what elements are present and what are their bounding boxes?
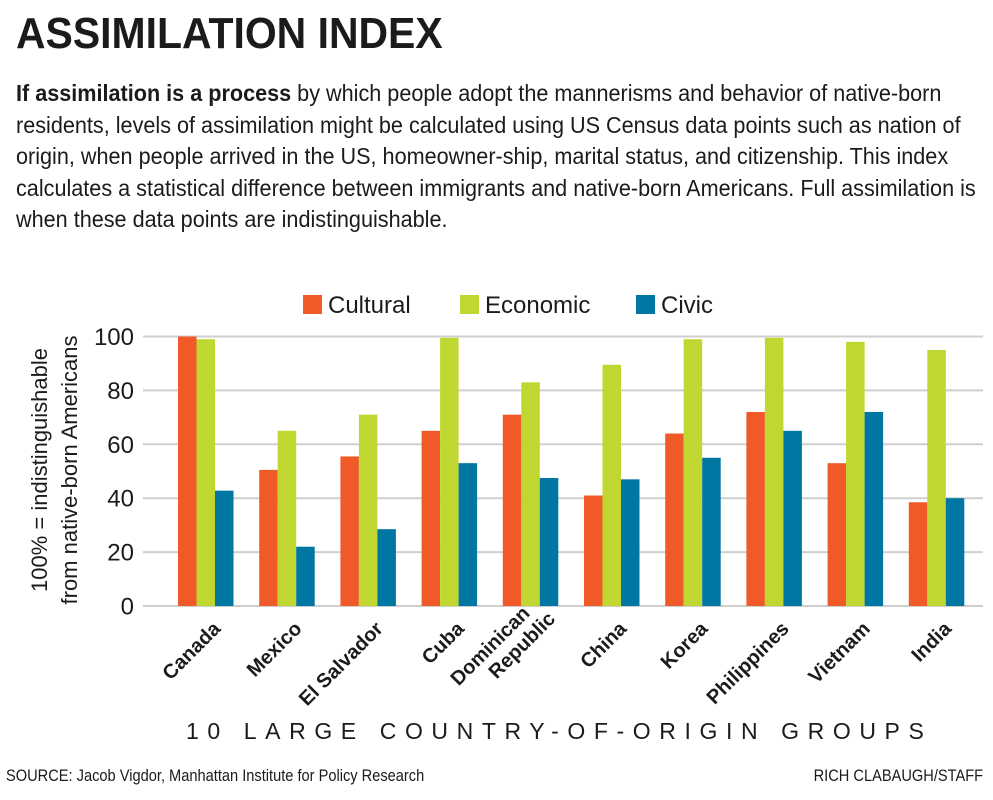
x-tick-label: Philippines	[703, 618, 794, 709]
x-tick-text: Mexico	[243, 618, 307, 682]
bar-economic-mexico	[277, 430, 297, 606]
bar-civic-china	[621, 479, 640, 606]
bar-civic-el-salvador	[377, 529, 396, 606]
bar-economic-el-salvador	[358, 414, 378, 606]
x-tick-text: Vietnam	[804, 618, 874, 688]
intro-body: by which people adopt the mannerisms and…	[16, 80, 976, 232]
bar-cultural-canada	[178, 336, 197, 606]
bar-cultural-el-salvador	[340, 456, 359, 606]
x-tick-text: India	[907, 617, 956, 666]
intro-paragraph: If assimilation is a process by which pe…	[16, 78, 991, 236]
legend-swatch	[636, 295, 655, 314]
legend-item-cultural: Cultural	[303, 292, 411, 319]
y-tick-label: 40	[107, 486, 134, 513]
legend-swatch	[303, 295, 322, 314]
legend-label: Cultural	[328, 292, 411, 319]
bar-cultural-philippines	[746, 411, 765, 606]
legend: Cultural Economic Civic	[303, 292, 713, 319]
x-axis-label: 10 LARGE COUNTRY-OF-ORIGIN GROUPS	[186, 718, 933, 744]
x-tick-label: India	[907, 617, 956, 666]
x-tick-text: China	[576, 617, 631, 672]
y-axis-label-line: 100% = indistinguishable	[27, 348, 52, 592]
bars	[178, 336, 965, 606]
bar-cultural-dominican-republic	[502, 414, 522, 606]
legend-swatch	[460, 295, 479, 314]
bar-civic-india	[945, 498, 965, 606]
legend-item-civic: Civic	[636, 292, 713, 319]
y-tick-label: 100	[94, 324, 134, 351]
x-tick-text: El Salvador	[295, 618, 388, 711]
legend-label: Civic	[661, 292, 713, 319]
bar-cultural-cuba	[421, 430, 441, 606]
y-axis-label: 100% = indistinguishable from native-born…	[27, 336, 82, 605]
artist-credit: RICH CLABAUGH/STAFF	[813, 766, 983, 785]
x-tick-text: Canada	[159, 617, 226, 684]
chart-title: ASSIMILATION INDEX	[16, 9, 443, 58]
bar-civic-dominican-republic	[539, 477, 559, 606]
bar-economic-philippines	[764, 337, 784, 606]
bar-civic-canada	[215, 490, 234, 606]
bar-economic-vietnam	[846, 341, 865, 606]
bar-economic-canada	[196, 339, 215, 606]
y-tick-label: 0	[121, 594, 134, 621]
bar-cultural-vietnam	[827, 463, 847, 606]
x-tick-text: Korea	[657, 617, 713, 673]
y-tick-label: 20	[107, 540, 134, 567]
bar-economic-india	[927, 349, 946, 606]
bar-civic-mexico	[296, 546, 315, 606]
x-tick-label: Mexico	[243, 618, 307, 682]
bar-civic-korea	[702, 457, 721, 606]
x-tick-label: Korea	[657, 617, 713, 673]
x-tick-label: China	[576, 617, 631, 672]
bar-civic-philippines	[783, 430, 802, 606]
bar-economic-cuba	[440, 337, 459, 606]
y-axis-ticks: 0 20 40 60 80 100	[94, 324, 134, 621]
bar-cultural-mexico	[259, 469, 278, 606]
bar-cultural-china	[584, 495, 603, 606]
bar-civic-cuba	[458, 463, 478, 606]
x-tick-label: Vietnam	[804, 618, 874, 688]
x-tick-label: El Salvador	[295, 618, 388, 711]
x-tick-text: Philippines	[703, 618, 794, 709]
bar-cultural-india	[908, 502, 928, 606]
bar-economic-china	[602, 364, 621, 606]
x-tick-label: Canada	[159, 617, 226, 684]
y-axis-label-line: from native-born Americans	[57, 336, 82, 605]
legend-item-economic: Economic	[460, 292, 590, 319]
intro-bold-lead: If assimilation is a process	[16, 80, 292, 106]
y-tick-label: 80	[107, 378, 134, 405]
bar-economic-korea	[683, 339, 703, 606]
y-tick-label: 60	[107, 432, 134, 459]
bar-civic-vietnam	[864, 411, 884, 606]
bar-cultural-korea	[665, 433, 684, 606]
bar-economic-dominican-republic	[521, 382, 540, 606]
source-credit: SOURCE: Jacob Vigdor, Manhattan Institut…	[6, 766, 425, 785]
legend-label: Economic	[485, 292, 590, 319]
